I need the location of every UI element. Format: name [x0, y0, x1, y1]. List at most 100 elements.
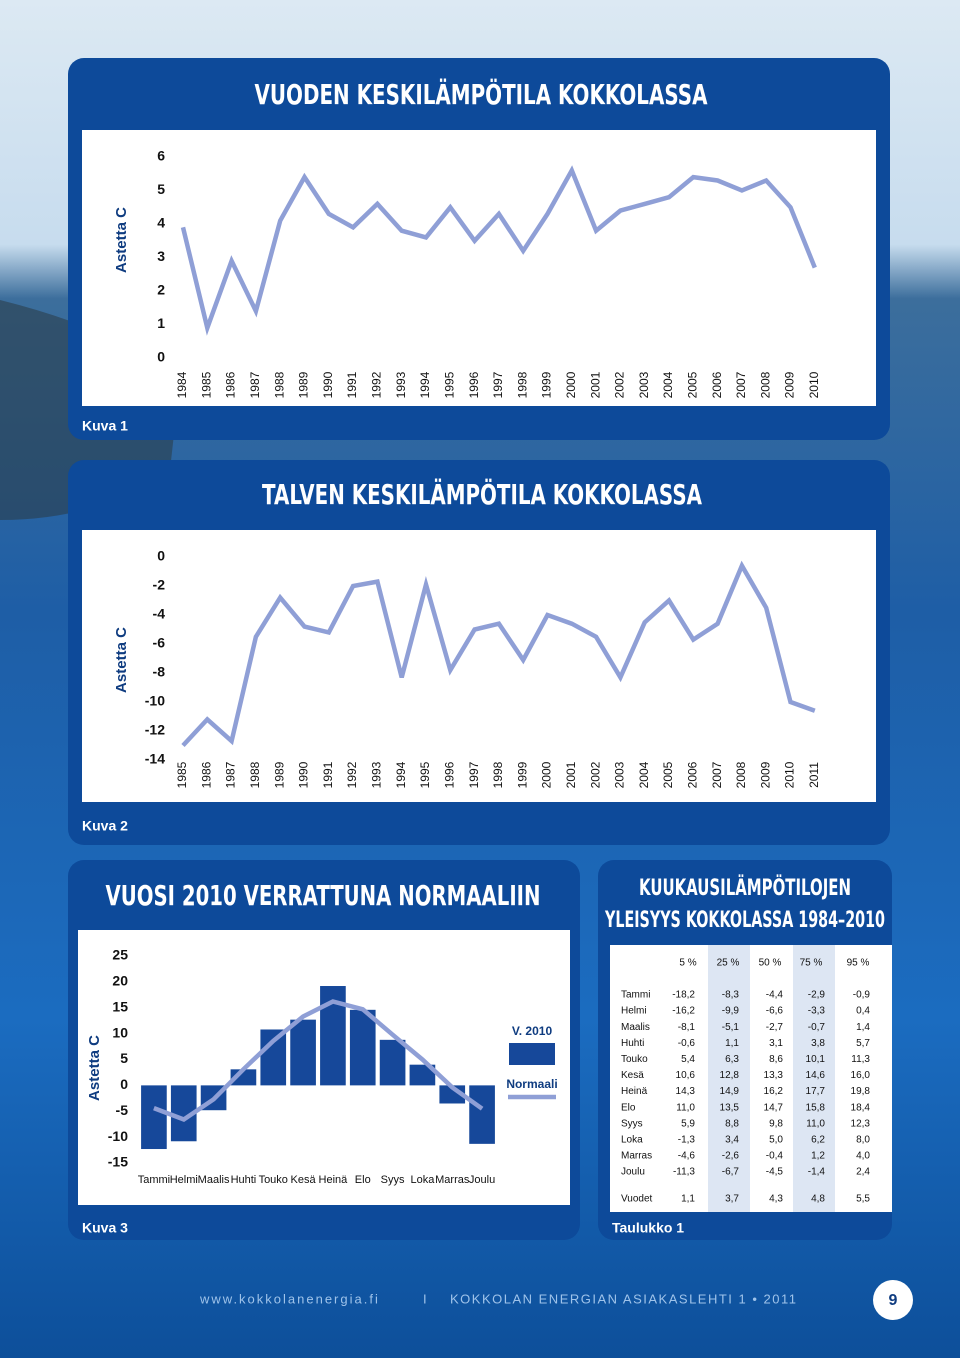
- cell: 8,0: [856, 1135, 870, 1146]
- y-tick-label: 10: [112, 1024, 128, 1040]
- cell: 5,5: [856, 1194, 870, 1205]
- bar: [349, 1009, 376, 1086]
- column-header: 50 %: [759, 958, 782, 969]
- x-tick-label: 2005: [686, 371, 700, 398]
- x-tick-label: 1996: [467, 371, 481, 398]
- cell: 12,8: [720, 1070, 740, 1081]
- x-tick-label: 1987: [224, 761, 238, 788]
- cell: -11,3: [673, 1167, 695, 1178]
- y-tick-label: 5: [157, 181, 165, 197]
- y-tick-label: -15: [108, 1154, 128, 1170]
- x-tick-label: 1985: [175, 761, 189, 788]
- caption: Kuva 1: [82, 418, 128, 434]
- y-tick-label: -10: [108, 1128, 128, 1144]
- x-tick-label: 1991: [345, 371, 359, 398]
- cell: -0,4: [766, 1151, 784, 1162]
- cell: -0,9: [853, 990, 871, 1001]
- cell: -2,7: [766, 1022, 784, 1033]
- caption: Taulukko 1: [612, 1220, 684, 1236]
- cell: 18,4: [851, 1102, 871, 1113]
- x-tick-label: 2005: [661, 761, 675, 788]
- x-tick-label: Maalis: [198, 1174, 230, 1186]
- cell: -16,2: [672, 1006, 695, 1017]
- x-tick-label: Loka: [410, 1174, 435, 1186]
- cell: 11,0: [676, 1102, 695, 1113]
- y-tick-label: -12: [145, 722, 165, 738]
- y-tick-label: 25: [112, 947, 128, 963]
- chart-title: VUODEN KESKILÄMPÖTILA KOKKOLASSA: [255, 77, 708, 111]
- legend-label: Normaali: [506, 1077, 557, 1091]
- x-tick-label: 1998: [491, 761, 505, 788]
- x-tick-label: 2003: [613, 761, 627, 788]
- cell: -2,6: [722, 1151, 740, 1162]
- row-label: Helmi: [621, 1006, 647, 1017]
- x-tick-label: 1997: [491, 371, 505, 398]
- table-area: [610, 945, 892, 1212]
- y-tick-label: -14: [145, 751, 165, 767]
- bar: [469, 1085, 495, 1144]
- x-tick-label: 1993: [370, 761, 384, 788]
- column-shade: [793, 945, 835, 1212]
- cell: 17,7: [806, 1086, 826, 1097]
- bar: [260, 1029, 287, 1086]
- cell: 3,1: [769, 1038, 783, 1049]
- x-tick-label: 2007: [734, 371, 748, 398]
- caption: Kuva 3: [82, 1220, 128, 1236]
- x-tick-label: Touko: [259, 1174, 288, 1186]
- row-label: Elo: [621, 1102, 636, 1113]
- cell: -9,9: [722, 1006, 740, 1017]
- cell: -6,7: [722, 1167, 740, 1178]
- x-tick-label: 2004: [637, 761, 651, 788]
- table-title: KUUKAUSILÄMPÖTILOJEN: [639, 875, 851, 901]
- cell: -8,3: [722, 990, 740, 1001]
- y-tick-label: -10: [145, 693, 165, 709]
- y-tick-label: 15: [112, 998, 128, 1014]
- x-tick-label: 1988: [248, 761, 262, 788]
- x-tick-label: 2002: [588, 761, 602, 788]
- y-tick-label: 0: [157, 548, 165, 564]
- x-tick-label: 2006: [686, 761, 700, 788]
- row-label: Marras: [621, 1151, 652, 1162]
- cell: 8,8: [725, 1118, 739, 1129]
- x-tick-label: 1993: [394, 371, 408, 398]
- cell: 5,9: [681, 1118, 695, 1129]
- y-tick-label: 6: [157, 148, 165, 164]
- line: [181, 560, 816, 748]
- chart-title: VUOSI 2010 VERRATTUNA NORMAALIIN: [106, 879, 541, 912]
- cell: 3,7: [725, 1194, 739, 1205]
- row-label: Kesä: [621, 1070, 644, 1081]
- cell: -0,7: [808, 1022, 826, 1033]
- y-tick-label: 2: [157, 282, 165, 298]
- cell: 13,5: [720, 1102, 740, 1113]
- cell: -0,6: [678, 1038, 696, 1049]
- y-tick-label: -5: [116, 1102, 129, 1118]
- table-title: YLEISYYS KOKKOLASSA 1984–2010: [604, 908, 885, 933]
- page-number: 9: [889, 1292, 898, 1309]
- x-tick-label: 1989: [297, 371, 311, 398]
- cell: 1,1: [681, 1194, 695, 1205]
- x-tick-label: 2011: [807, 762, 821, 788]
- cell: 6,3: [725, 1054, 739, 1065]
- column-shade: [708, 945, 750, 1212]
- x-tick-label: 2000: [564, 371, 578, 398]
- x-tick-label: 1992: [345, 761, 359, 788]
- footer-separator: I: [423, 1291, 427, 1306]
- cell: -18,2: [672, 990, 695, 1001]
- bar: [141, 1085, 167, 1150]
- x-tick-label: 2010: [783, 761, 797, 788]
- cell: 4,0: [856, 1151, 870, 1162]
- page-badge: [873, 1280, 913, 1320]
- cell: -1,3: [678, 1135, 696, 1146]
- caption: Kuva 2: [82, 818, 128, 834]
- row-label: Joulu: [621, 1167, 645, 1178]
- plot-area: [82, 530, 876, 802]
- cell: 8,6: [769, 1054, 783, 1065]
- x-tick-label: 2009: [783, 371, 797, 398]
- chart-title: TALVEN KESKILÄMPÖTILA KOKKOLASSA: [262, 477, 702, 511]
- bar: [379, 1039, 406, 1086]
- y-tick-label: -4: [153, 606, 166, 622]
- cell: 1,1: [725, 1038, 739, 1049]
- cell: 10,1: [806, 1054, 826, 1065]
- x-tick-label: 2008: [734, 761, 748, 788]
- cell: -1,4: [808, 1167, 826, 1178]
